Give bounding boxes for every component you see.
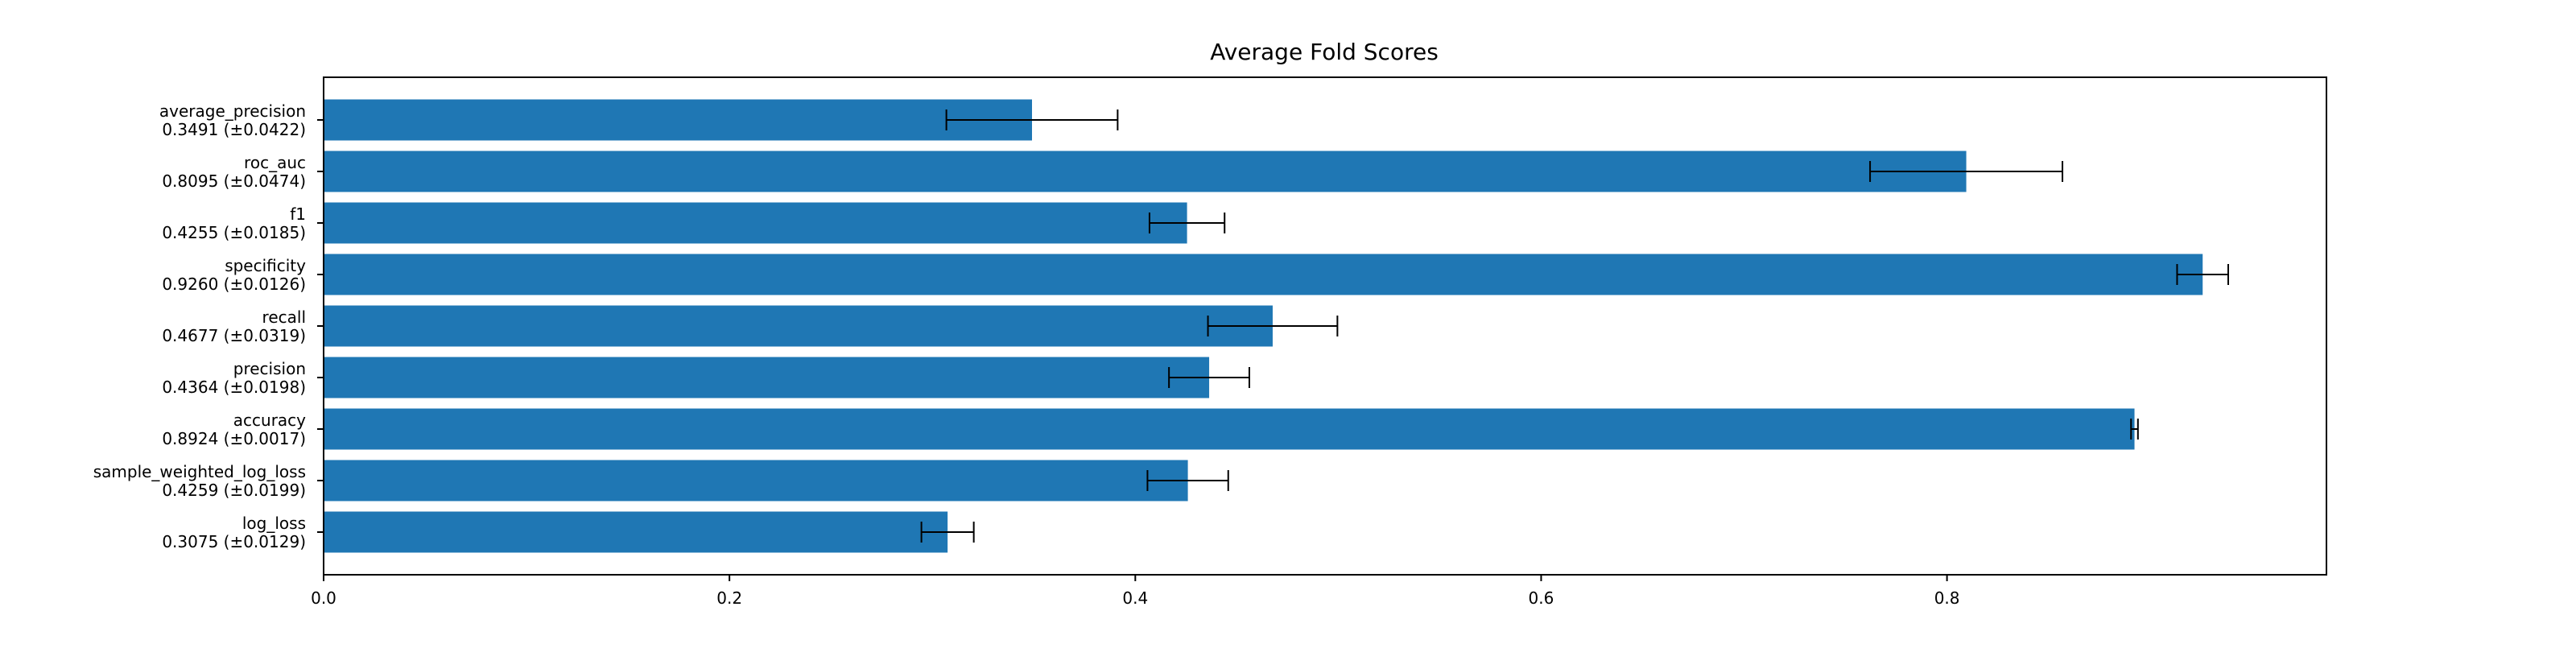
y-tick-label-log_loss: log_loss [242, 514, 306, 533]
y-tick-summary-log_loss: 0.3075 (±0.0129) [162, 532, 306, 551]
y-tick-summary-specificity: 0.9260 (±0.0126) [162, 274, 306, 294]
y-tick-label-roc_auc: roc_auc [244, 153, 306, 172]
y-tick-summary-precision: 0.4364 (±0.0198) [162, 378, 306, 397]
x-tick-label: 0.0 [311, 588, 336, 608]
y-tick-label-precision: precision [233, 359, 306, 378]
y-tick-label-sample_weighted_log_loss: sample_weighted_log_loss [93, 462, 306, 481]
y-tick-label-specificity: specificity [225, 256, 306, 275]
errorbar-sample_weighted_log_loss [1146, 470, 1229, 491]
x-tick-label: 0.4 [1122, 588, 1148, 608]
x-tick-label: 0.6 [1529, 588, 1554, 608]
bar-specificity [324, 254, 2203, 295]
errorbar-specificity [2176, 264, 2229, 285]
errorbar-recall [1207, 316, 1339, 336]
bar-sample_weighted_log_loss [324, 460, 1188, 501]
chart-title: Average Fold Scores [1210, 39, 1439, 65]
bar-average_precision [324, 99, 1033, 141]
y-tick-label-accuracy: accuracy [233, 411, 306, 430]
bar-roc_auc [324, 151, 1967, 192]
y-tick-summary-sample_weighted_log_loss: 0.4259 (±0.0199) [162, 481, 306, 500]
bars-layer [324, 99, 2203, 553]
errorbar-f1 [1148, 213, 1226, 233]
y-tick-summary-roc_auc: 0.8095 (±0.0474) [162, 171, 306, 191]
bar-precision [324, 357, 1210, 398]
bar-recall [324, 305, 1273, 347]
y-tick-label-recall: recall [262, 307, 306, 327]
x-tick-label: 0.2 [716, 588, 742, 608]
plot-frame [323, 76, 2327, 576]
bar-f1 [324, 202, 1187, 244]
x-tick-label: 0.8 [1934, 588, 1960, 608]
errorbar-roc_auc [1869, 161, 2064, 182]
y-tick-summary-average_precision: 0.3491 (±0.0422) [162, 120, 306, 139]
bar-accuracy [324, 408, 2135, 450]
errorbars-layer [920, 109, 2229, 543]
x-axis: 0.0 0.2 0.4 0.6 0.8 [311, 575, 1960, 608]
errorbar-precision [1168, 367, 1250, 388]
bar-log_loss [324, 511, 948, 553]
y-tick-summary-recall: 0.4677 (±0.0319) [162, 326, 306, 345]
errorbar-average_precision [945, 109, 1119, 130]
y-tick-label-f1: f1 [290, 204, 306, 224]
y-tick-summary-f1: 0.4255 (±0.0185) [162, 223, 306, 242]
y-tick-summary-accuracy: 0.8924 (±0.0017) [162, 429, 306, 448]
errorbar-log_loss [920, 522, 975, 543]
y-tick-label-average_precision: average_precision [159, 101, 306, 121]
errorbar-accuracy [2130, 419, 2139, 440]
